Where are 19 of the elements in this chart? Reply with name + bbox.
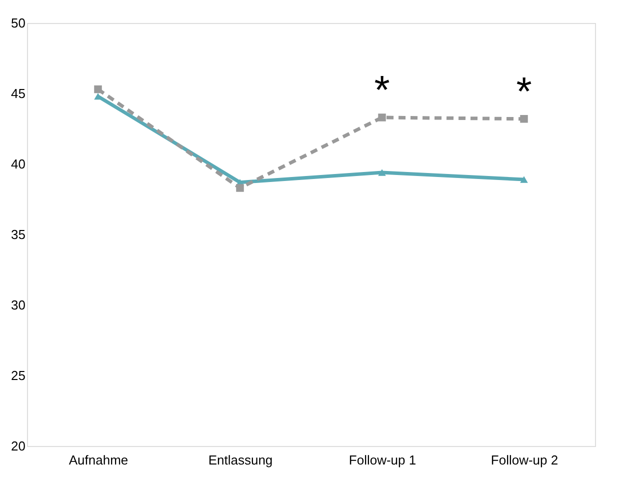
annotation: * [516, 70, 532, 114]
x-tick-label: Follow-up 1 [348, 452, 416, 468]
y-tick-label: 30 [11, 298, 26, 312]
point [94, 85, 102, 94]
x-tick-label: Aufnahme [68, 452, 128, 468]
point [520, 115, 528, 123]
y-tick-label: 40 [11, 156, 26, 172]
x-tick-label: Entlassung [208, 452, 273, 468]
point [378, 114, 386, 122]
y-tick-label: 50 [11, 16, 26, 30]
x-tick-label: Follow-up 2 [490, 452, 558, 468]
y-tick-label: 45 [11, 86, 26, 101]
y-tick-label: 20 [11, 438, 26, 454]
point [378, 169, 386, 176]
y-tick-label: 25 [11, 368, 26, 383]
annotation: * [374, 68, 390, 112]
point [520, 176, 528, 183]
point [236, 184, 244, 192]
y-tick-label: 35 [11, 227, 26, 242]
